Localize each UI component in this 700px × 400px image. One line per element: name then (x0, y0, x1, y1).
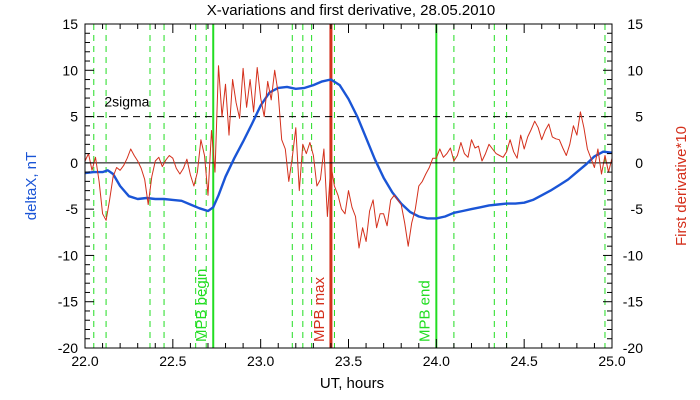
x-tick-label-6: 25.0 (598, 353, 625, 369)
series-line-derivative (84, 65, 613, 249)
x-tick-label-0: 22.0 (71, 353, 98, 369)
y-tick-left-label-4: -5 (66, 201, 79, 217)
y-tick-left-label-5: -10 (58, 247, 78, 263)
y-tick-left-label-3: 0 (70, 155, 78, 171)
x-tick-label-4: 24.0 (423, 353, 450, 369)
mpb-label-2: MPB end (416, 280, 433, 342)
x-axis-label: UT, hours (320, 375, 384, 392)
axes: 22.0 22.5 23.0 23.5 24.0 24.5 25.0 15 10 5 0 -5 -10 -… (58, 16, 643, 369)
y-tick-right-label-2: 5 (635, 109, 643, 125)
y-tick-left-label-1: 10 (62, 62, 78, 78)
series-line-deltaX (84, 78, 613, 220)
y-tick-right-label-3: 0 (635, 155, 643, 171)
y-tick-left-label-2: 5 (70, 109, 78, 125)
series-group (84, 65, 613, 249)
y-tick-left-label-6: -15 (58, 294, 78, 310)
y-tick-right-label-6: -15 (623, 294, 643, 310)
mpb-label-1: MPB max (311, 276, 328, 342)
y-tick-right-label-7: -20 (623, 340, 643, 356)
marker-lines: MPB begin MPB max MPB end (93, 24, 606, 348)
mpb-label-0: MPB begin (193, 269, 210, 342)
x-tick-label-2: 23.0 (247, 353, 274, 369)
y-tick-right-label-0: 15 (627, 16, 643, 32)
y-tick-right-label-4: -5 (631, 201, 644, 217)
x-tick-label-5: 24.5 (511, 353, 538, 369)
y-tick-left-label-0: 15 (62, 16, 78, 32)
chart-title: X-variations and first derivative, 28.05… (207, 2, 496, 19)
x-tick-label-3: 23.5 (335, 353, 362, 369)
y-tick-right-label-1: 10 (627, 62, 643, 78)
y-tick-left-label-7: -20 (58, 340, 78, 356)
sigma-label: 2sigma (104, 94, 149, 110)
reference-lines: 2sigma (85, 94, 612, 164)
x-tick-label-1: 22.5 (159, 353, 186, 369)
y-axis-right-label: First derivative*10 (673, 126, 690, 246)
y-axis-left-label: deltaX, nT (23, 152, 40, 220)
y-tick-right-label-5: -10 (623, 247, 643, 263)
